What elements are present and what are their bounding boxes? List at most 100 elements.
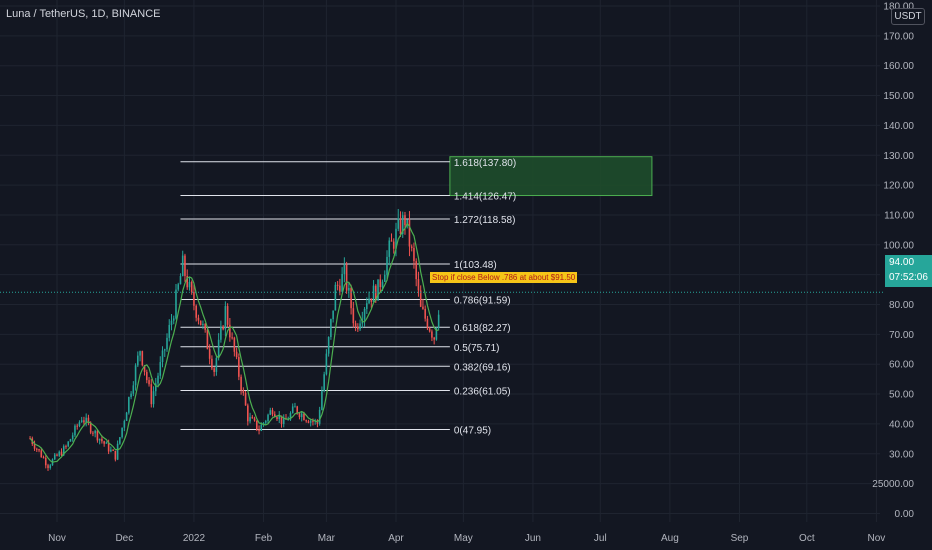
candle-body	[359, 323, 361, 330]
x-tick-label: Feb	[255, 533, 273, 544]
fib-label: 0.618(82.27)	[454, 323, 511, 334]
candle-body	[341, 273, 343, 292]
candle-body	[426, 318, 429, 329]
candle-body	[186, 275, 189, 288]
candle-body	[345, 264, 348, 291]
candle-body	[188, 281, 191, 288]
candle-body	[404, 215, 406, 226]
candle-body	[312, 420, 314, 422]
candle-body	[377, 279, 379, 301]
candle-body	[163, 349, 166, 351]
candle-body	[433, 337, 435, 340]
candle-body	[401, 215, 404, 234]
candle-body	[98, 438, 101, 441]
candle-body	[334, 284, 337, 311]
fib-label: 0.5(75.71)	[454, 343, 500, 354]
candle-body	[184, 255, 186, 276]
fib-label: 0.786(91.59)	[454, 295, 511, 306]
candle-body	[132, 385, 135, 394]
candle-body	[392, 241, 395, 249]
currency-badge[interactable]: USDT	[891, 8, 925, 25]
y-tick-label: 110.00	[884, 210, 914, 221]
candle-body	[309, 420, 312, 423]
candle-body	[267, 414, 269, 421]
candle-body	[202, 323, 204, 326]
fib-label: 0(47.95)	[454, 426, 491, 437]
y-tick-label: 70.00	[889, 330, 914, 341]
candle-body	[112, 449, 114, 451]
x-tick-label: Jul	[594, 533, 607, 544]
candle-body	[395, 228, 397, 249]
stop-note: Stop if close Below .786 at about $91.50	[430, 272, 578, 283]
candle-body	[249, 417, 251, 422]
candle-body	[96, 430, 99, 441]
candle-body	[213, 368, 215, 372]
candle-body	[422, 306, 424, 309]
candle-body	[44, 457, 47, 466]
candle-body	[417, 279, 420, 291]
candle-body	[366, 303, 368, 309]
candle-body	[56, 454, 58, 456]
candle-body	[128, 397, 130, 413]
candle-body	[217, 339, 220, 358]
candle-body	[181, 255, 184, 277]
candle-body	[282, 418, 285, 424]
candle-body	[296, 406, 299, 414]
candle-body	[107, 442, 110, 452]
y-tick-label: 130.00	[883, 151, 914, 162]
candle-body	[222, 326, 224, 330]
y-tick-label: 150.00	[883, 91, 914, 102]
candle-body	[280, 415, 283, 424]
candle-body	[386, 256, 388, 275]
candle-body	[298, 413, 301, 418]
candle-body	[121, 427, 123, 438]
candle-body	[273, 414, 276, 418]
candle-body	[123, 420, 126, 428]
candle-body	[116, 443, 119, 460]
candle-body	[80, 420, 83, 423]
candle-body	[269, 410, 272, 415]
y-tick-label: 80.00	[889, 300, 914, 311]
moving-average-line	[29, 222, 439, 463]
candle-body	[146, 371, 148, 381]
target-zone-rect	[449, 156, 653, 197]
candle-body	[148, 380, 150, 385]
candle-body	[231, 337, 233, 339]
candle-body	[119, 437, 121, 444]
candle-body	[224, 306, 227, 330]
candle-body	[287, 419, 290, 421]
candle-body	[330, 319, 332, 338]
candle-body	[33, 443, 36, 449]
candle-body	[327, 337, 330, 354]
candle-body	[40, 450, 43, 458]
candle-body	[321, 391, 323, 410]
candle-body	[291, 406, 294, 414]
candle-body	[137, 355, 139, 366]
candle-body	[141, 351, 144, 366]
candle-body	[368, 298, 370, 304]
y-tick-label: 180.00	[883, 2, 914, 13]
y-tick-label: 160.00	[883, 61, 914, 72]
candle-body	[233, 337, 236, 352]
x-tick-label: Sep	[731, 533, 749, 544]
candle-body	[271, 410, 274, 415]
candle-body	[388, 240, 391, 257]
y-tick-label: 120.00	[883, 181, 914, 192]
candle-body	[343, 264, 346, 274]
candle-body	[379, 279, 382, 288]
fib-label: 1.618(137.80)	[454, 158, 516, 169]
candle-body	[240, 376, 242, 391]
candle-body	[397, 218, 400, 229]
candle-body	[193, 291, 195, 306]
candle-body	[242, 390, 245, 393]
grid-lines	[0, 0, 880, 522]
candle-body	[154, 383, 157, 392]
candle-body	[125, 412, 128, 421]
candle-body	[300, 413, 303, 418]
candle-body	[323, 374, 325, 392]
candle-body	[87, 417, 90, 423]
candle-body	[437, 314, 440, 328]
candle-body	[179, 276, 182, 285]
